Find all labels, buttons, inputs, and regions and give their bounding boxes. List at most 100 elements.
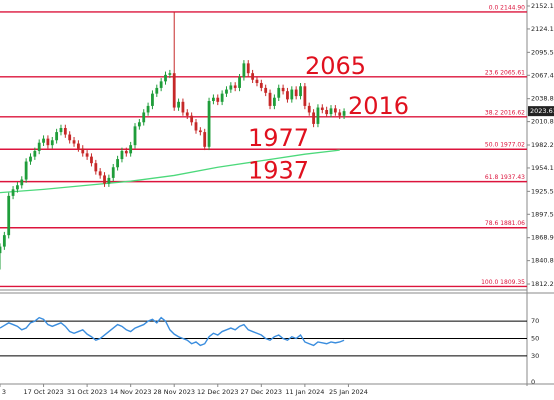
fib-level-label: 0.0 2144.90 xyxy=(489,4,525,11)
candle-body xyxy=(29,156,32,162)
candle-body xyxy=(299,86,302,97)
candle-body xyxy=(146,105,150,113)
candle-body xyxy=(251,73,255,80)
candle-body xyxy=(129,145,133,154)
x-tick-label: 25 Jan 2024 xyxy=(329,388,368,396)
candle-body xyxy=(124,150,128,154)
candle-body xyxy=(286,91,289,100)
rsi-line xyxy=(0,316,345,347)
x-tick-label: 3 xyxy=(2,388,6,396)
candle-body xyxy=(185,112,189,116)
rsi-tick-label: 30 xyxy=(531,352,539,360)
candle-body xyxy=(164,74,167,82)
candle-body xyxy=(238,77,241,88)
candle-body xyxy=(76,143,80,149)
candle-body xyxy=(168,73,172,75)
x-tick-label: 31 Oct 2023 xyxy=(67,388,107,396)
fib-level-label: 23.6 2065.61 xyxy=(485,69,525,76)
moving-average xyxy=(0,149,340,194)
candle-body xyxy=(242,63,246,78)
annotation: 2065 xyxy=(305,52,366,80)
candle-body xyxy=(307,105,311,113)
y-tick-label: 1840.85 xyxy=(531,257,554,265)
current-price: 2023.61 xyxy=(530,107,554,115)
candle-body xyxy=(7,195,11,236)
x-tick-label: 28 Nov 2023 xyxy=(153,388,195,396)
candle-body xyxy=(259,83,263,88)
candle-body xyxy=(198,130,202,133)
candle-body xyxy=(177,101,180,108)
candle-body xyxy=(137,122,141,127)
annotation: 1937 xyxy=(248,157,309,185)
x-tick-label: 11 Jan 2024 xyxy=(285,388,324,396)
candle-body xyxy=(33,150,37,157)
candle-body xyxy=(98,171,102,176)
rsi-tick-label: 70 xyxy=(531,317,539,325)
candle-body xyxy=(72,140,76,144)
candle-body xyxy=(329,108,333,115)
x-tick-label: 12 Dec 2023 xyxy=(197,388,239,396)
y-tick-label: 1812.25 xyxy=(531,280,554,288)
y-tick-label: 2124.10 xyxy=(531,25,554,33)
candle-body xyxy=(24,161,28,180)
candle-body xyxy=(85,153,89,157)
candle-body xyxy=(111,167,115,178)
candle-body xyxy=(103,175,106,184)
candle-body xyxy=(207,101,211,147)
candle-body xyxy=(55,132,59,141)
annotation: 2016 xyxy=(348,92,409,120)
candle-body xyxy=(116,159,119,168)
candle-body xyxy=(212,97,215,102)
candle-body xyxy=(268,92,272,106)
candle-body xyxy=(142,112,146,123)
candle-body xyxy=(255,79,259,84)
y-tick-label: 2152.15 xyxy=(531,2,554,10)
candle-body xyxy=(220,93,224,102)
fib-level-label: 78.6 1881.06 xyxy=(485,220,525,227)
candle-body xyxy=(133,126,137,146)
candle-body xyxy=(107,177,111,184)
candle-body xyxy=(151,93,154,106)
candle-body xyxy=(303,86,307,106)
candle-body xyxy=(281,87,285,92)
y-tick-label: 1868.90 xyxy=(531,234,554,242)
candle-body xyxy=(316,107,320,124)
y-tick-label: 1897.50 xyxy=(531,210,554,218)
candle-body xyxy=(272,97,276,106)
candle-body xyxy=(246,63,250,74)
candle-body xyxy=(63,127,67,135)
x-tick-label: 17 Oct 2023 xyxy=(23,388,63,396)
rsi-tick-label: 0 xyxy=(531,378,535,386)
candle-body xyxy=(216,97,220,102)
candle-body xyxy=(229,85,233,90)
y-tick-label: 1954.15 xyxy=(531,164,554,172)
candle-body xyxy=(338,112,342,116)
candle-body xyxy=(190,115,194,123)
candle-body xyxy=(233,85,237,88)
fib-level-label: 61.8 1937.43 xyxy=(485,174,525,181)
candle-body xyxy=(172,73,176,108)
candle-body xyxy=(181,101,185,113)
candle-body xyxy=(159,81,163,88)
fib-level-label: 100.0 1809.35 xyxy=(481,279,525,286)
candle-body xyxy=(20,179,24,186)
candle-body xyxy=(264,87,268,93)
candle-body xyxy=(194,122,198,131)
candle-body xyxy=(46,138,50,146)
candle-body xyxy=(2,235,6,247)
y-tick-label: 1925.55 xyxy=(531,187,554,195)
rsi-tick-label: 50 xyxy=(531,335,539,343)
candle-body xyxy=(320,107,324,111)
candle-body xyxy=(11,189,15,196)
candle-body xyxy=(155,87,159,94)
candle-body xyxy=(42,138,45,143)
candle-body xyxy=(312,112,315,124)
fib-level-label: 38.2 2016.62 xyxy=(485,109,525,116)
candle-body xyxy=(94,163,98,172)
price-box xyxy=(528,106,554,117)
y-tick-label: 2010.80 xyxy=(531,118,554,126)
candle-body xyxy=(120,150,124,160)
candle-body xyxy=(81,148,85,154)
